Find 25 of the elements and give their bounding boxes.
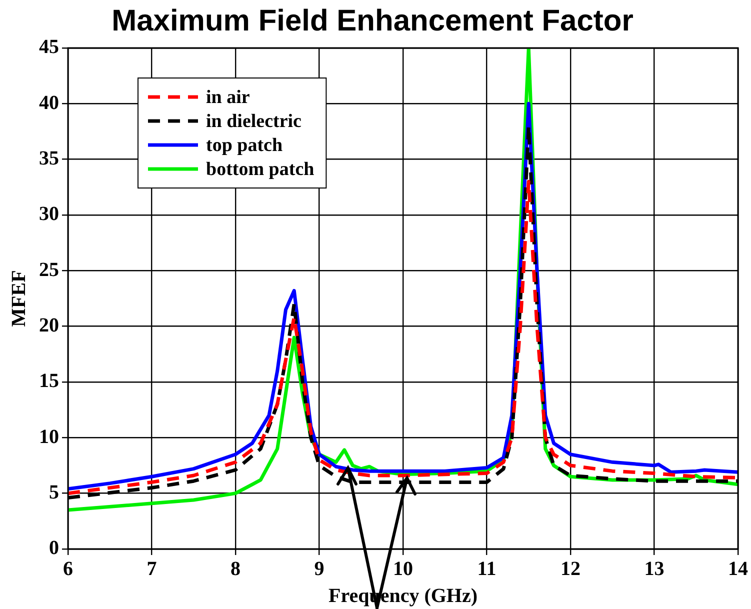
y-axis-title: MFEF (8, 270, 30, 327)
y-tick-label: 15 (39, 370, 59, 392)
legend-label: in dielectric (206, 110, 302, 132)
y-tick-label: 30 (39, 203, 59, 226)
y-tick-label: 0 (49, 537, 59, 560)
legend-label: in air (206, 86, 250, 108)
legend-label: bottom patch (206, 158, 315, 180)
legend-label: top patch (206, 134, 283, 156)
x-tick-label: 11 (477, 558, 496, 580)
x-tick-label: 7 (146, 558, 157, 580)
y-tick-label: 5 (49, 482, 59, 504)
x-tick-label: 8 (230, 558, 240, 580)
y-tick-label: 35 (39, 148, 59, 170)
x-tick-label: 14 (728, 558, 748, 580)
x-tick-label: 6 (63, 558, 73, 580)
y-tick-label: 20 (39, 314, 59, 337)
x-tick-label: 10 (393, 558, 413, 580)
y-tick-label: 25 (39, 258, 59, 281)
y-tick-label: 40 (39, 92, 59, 114)
y-tick-label: 45 (39, 36, 59, 58)
y-tick-label: 10 (39, 426, 59, 448)
x-tick-label: 13 (644, 558, 664, 580)
x-tick-label: 9 (314, 558, 324, 580)
x-tick-label: 12 (560, 558, 580, 580)
chart-title: Maximum Field Enhancement Factor (112, 4, 634, 38)
